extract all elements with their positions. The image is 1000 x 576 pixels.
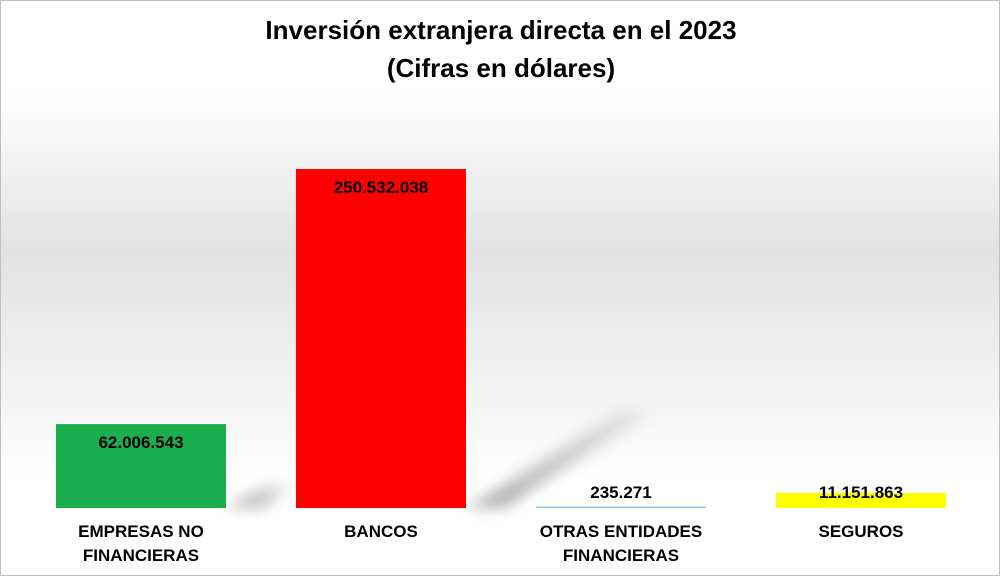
value-label: 11.151.863 bbox=[819, 483, 903, 502]
category-label: BANCOS bbox=[344, 522, 418, 541]
category-label: SEGUROS bbox=[818, 522, 903, 541]
chart-title: Inversión extranjera directa en el 2023 bbox=[265, 15, 736, 45]
bar bbox=[776, 492, 946, 508]
bar-shadows bbox=[226, 413, 649, 508]
bar bbox=[536, 506, 706, 508]
category-label: FINANCIERAS bbox=[83, 546, 199, 565]
category-label: EMPRESAS NO bbox=[78, 522, 204, 541]
category-label: FINANCIERAS bbox=[563, 546, 679, 565]
bar bbox=[296, 169, 466, 508]
value-label: 250.532.038 bbox=[334, 178, 429, 197]
value-label: 62.006.543 bbox=[98, 433, 183, 452]
category-labels-group: EMPRESAS NO FINANCIERAS BANCOS OTRAS ENTIDA… bbox=[78, 522, 903, 565]
category-label: OTRAS ENTIDADES bbox=[540, 522, 702, 541]
value-label: 235.271 bbox=[590, 483, 651, 502]
bar-shadow bbox=[226, 484, 294, 508]
bar bbox=[56, 424, 226, 508]
value-labels-group: 62.006.543 250.532.038 235.271 11.151.863 bbox=[98, 178, 903, 502]
chart-subtitle: (Cifras en dólares) bbox=[387, 53, 615, 83]
bar-shadow bbox=[466, 413, 649, 508]
bars-group bbox=[56, 169, 946, 508]
